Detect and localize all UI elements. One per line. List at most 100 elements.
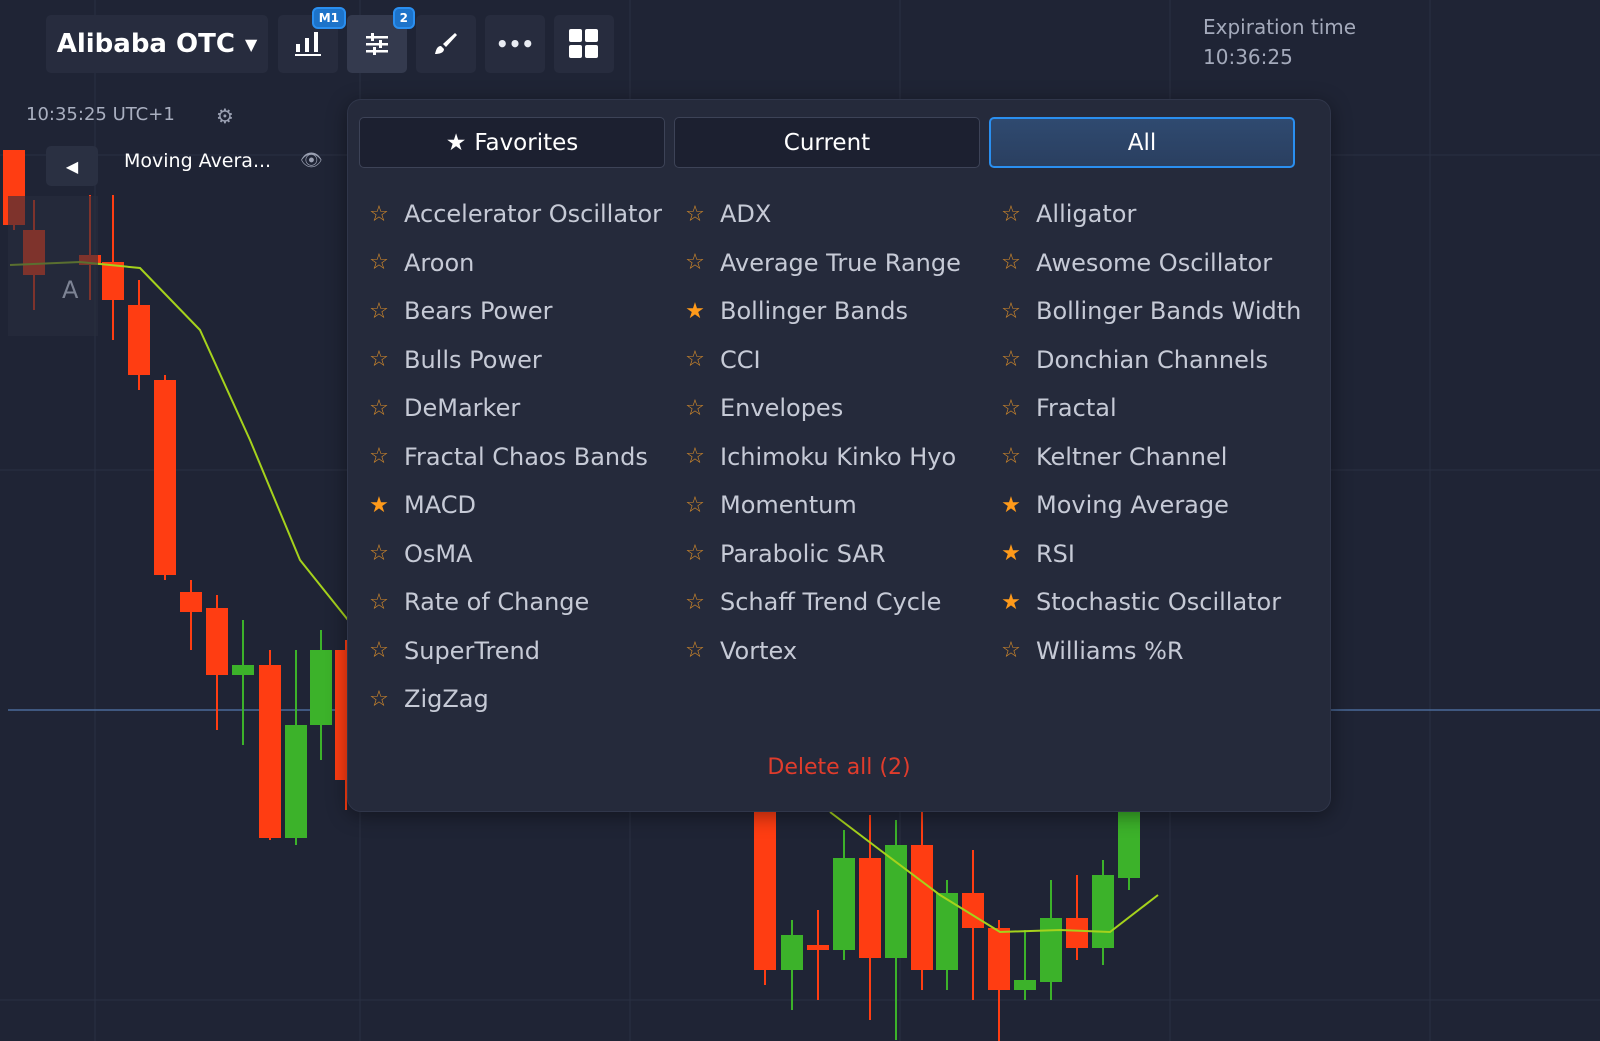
delete-all-button[interactable]: Delete all (2) [767, 755, 911, 780]
indicator-item[interactable]: ☆ Rate of Change [368, 588, 589, 616]
star-outline-icon[interactable]: ☆ [1001, 347, 1021, 372]
candle-body [310, 650, 332, 725]
expiration-info: Expiration time 10:36:25 [1203, 12, 1356, 72]
star-outline-icon[interactable]: ☆ [685, 347, 705, 372]
star-outline-icon[interactable]: ☆ [369, 395, 389, 421]
star-outline-icon[interactable]: ☆ [369, 686, 389, 712]
indicator-item[interactable]: ★ Moving Average [1000, 491, 1229, 519]
indicator-item[interactable]: ☆ Aroon [368, 249, 474, 277]
tab-all[interactable]: All [989, 117, 1295, 168]
indicator-item[interactable]: ☆ Vortex [684, 637, 797, 665]
indicator-item[interactable]: ☆ OsMA [368, 540, 472, 568]
indicator-item[interactable]: ☆ DeMarker [368, 394, 520, 422]
candle-body [988, 928, 1010, 990]
tab-current[interactable]: Current [674, 117, 980, 168]
star-outline-icon[interactable]: ☆ [1001, 444, 1021, 469]
indicators-button[interactable]: 2 [347, 7, 415, 73]
indicator-label: Accelerator Oscillator [404, 200, 663, 228]
star-outline-icon[interactable]: ☆ [369, 250, 389, 275]
star-outline-icon[interactable]: ☆ [369, 298, 389, 324]
candle-body [1118, 812, 1140, 878]
star-filled-icon[interactable]: ★ [1001, 541, 1021, 566]
indicator-item[interactable]: ☆ Envelopes [684, 394, 843, 422]
indicator-item[interactable]: ☆ Alligator [1000, 200, 1136, 228]
candle-body [1092, 875, 1114, 948]
star-outline-icon[interactable]: ☆ [369, 347, 389, 372]
indicator-item[interactable]: ☆ Donchian Channels [1000, 346, 1268, 374]
indicator-label: Bears Power [404, 297, 553, 325]
indicator-item[interactable]: ☆ ZigZag [368, 685, 489, 713]
candle-body [180, 592, 202, 612]
drawing-sidebar [8, 196, 98, 336]
expiration-label: Expiration time [1203, 15, 1357, 39]
indicator-item[interactable]: ☆ Ichimoku Kinko Hyo [684, 443, 956, 471]
indicator-item[interactable]: ☆ Fractal Chaos Bands [368, 443, 648, 471]
candle-body [128, 305, 150, 375]
star-outline-icon[interactable]: ☆ [685, 201, 705, 227]
star-outline-icon[interactable]: ☆ [685, 541, 705, 566]
indicator-item[interactable]: ☆ Average True Range [684, 249, 961, 277]
star-outline-icon[interactable]: ☆ [369, 638, 389, 663]
indicator-item[interactable]: ☆ Keltner Channel [1000, 443, 1227, 471]
star-outline-icon[interactable]: ☆ [369, 589, 389, 615]
star-filled-icon[interactable]: ★ [1001, 589, 1021, 615]
indicator-label: Aroon [404, 248, 475, 277]
moving-average-line [829, 811, 1159, 934]
star-outline-icon[interactable]: ☆ [685, 444, 705, 469]
indicator-label: RSI [1036, 539, 1075, 568]
tab-label: All [1127, 129, 1157, 156]
active-indicator-label[interactable]: Moving Avera... [124, 150, 272, 172]
indicator-item[interactable]: ★ Bollinger Bands [684, 297, 908, 325]
candle-body [1066, 918, 1088, 948]
more-button[interactable]: ••• [485, 15, 545, 73]
star-outline-icon[interactable]: ☆ [1001, 250, 1021, 275]
indicator-item[interactable]: ☆ Bulls Power [368, 346, 542, 374]
indicator-item[interactable]: ☆ Williams %R [1000, 637, 1183, 665]
indicator-item[interactable]: ☆ Awesome Oscillator [1000, 249, 1272, 277]
indicator-item[interactable]: ☆ Bollinger Bands Width [1000, 297, 1301, 325]
star-outline-icon[interactable]: ☆ [1001, 298, 1021, 324]
star-outline-icon[interactable]: ☆ [685, 638, 705, 663]
caret-down-icon: ▼ [244, 34, 258, 54]
star-outline-icon[interactable]: ☆ [369, 444, 389, 469]
indicator-item[interactable]: ★ Stochastic Oscillator [1000, 588, 1281, 616]
candle-body [936, 893, 958, 970]
star-filled-icon[interactable]: ★ [685, 298, 705, 324]
indicator-label: Stochastic Oscillator [1036, 588, 1282, 616]
indicator-item[interactable]: ☆ Momentum [684, 491, 857, 519]
star-outline-icon[interactable]: ☆ [685, 492, 705, 518]
chart-type-button[interactable]: M1 [278, 7, 346, 73]
star-outline-icon[interactable]: ☆ [1001, 638, 1021, 663]
indicator-item[interactable]: ☆ Parabolic SAR [684, 540, 885, 568]
gear-icon[interactable]: ⚙ [216, 104, 234, 128]
indicator-item[interactable]: ☆ Schaff Trend Cycle [684, 588, 941, 616]
star-outline-icon[interactable]: ☆ [1001, 201, 1021, 227]
indicator-item[interactable]: ☆ ADX [684, 200, 771, 228]
indicator-label: Alligator [1036, 200, 1137, 228]
expiration-value: 10:36:25 [1203, 45, 1293, 69]
indicator-item[interactable]: ★ MACD [368, 491, 476, 519]
indicator-label: Envelopes [720, 394, 844, 422]
star-outline-icon[interactable]: ☆ [685, 395, 705, 421]
indicator-label: Fractal [1036, 394, 1117, 422]
star-outline-icon[interactable]: ☆ [1001, 395, 1021, 421]
collapse-indicators-button[interactable]: ◀ [46, 146, 98, 186]
indicator-item[interactable]: ☆ Fractal [1000, 394, 1117, 422]
timeframe-badge: M1 [311, 7, 346, 29]
indicator-item[interactable]: ☆ CCI [684, 346, 760, 374]
indicator-item[interactable]: ☆ Bears Power [368, 297, 553, 325]
layout-button[interactable] [554, 15, 614, 73]
star-outline-icon[interactable]: ☆ [685, 589, 705, 615]
star-filled-icon[interactable]: ★ [369, 492, 389, 518]
star-outline-icon[interactable]: ☆ [369, 201, 389, 227]
star-outline-icon[interactable]: ☆ [685, 250, 705, 275]
symbol-selector[interactable]: Alibaba OTC ▼ [46, 15, 268, 73]
star-filled-icon[interactable]: ★ [1001, 492, 1021, 518]
eye-icon[interactable]: 👁 [300, 150, 323, 171]
indicator-item[interactable]: ★ RSI [1000, 540, 1075, 568]
drawing-tools-button[interactable] [416, 15, 476, 73]
star-outline-icon[interactable]: ☆ [369, 541, 389, 566]
indicator-item[interactable]: ☆ SuperTrend [368, 637, 540, 665]
tab-favorites[interactable]: ★ Favorites [359, 117, 665, 168]
indicator-item[interactable]: ☆ Accelerator Oscillator [368, 200, 662, 228]
